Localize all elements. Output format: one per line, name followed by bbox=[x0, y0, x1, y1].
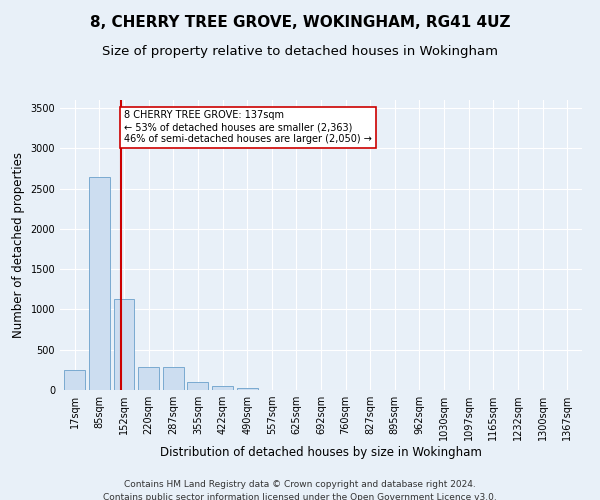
Text: Size of property relative to detached houses in Wokingham: Size of property relative to detached ho… bbox=[102, 45, 498, 58]
Text: 8 CHERRY TREE GROVE: 137sqm
← 53% of detached houses are smaller (2,363)
46% of : 8 CHERRY TREE GROVE: 137sqm ← 53% of det… bbox=[124, 110, 371, 144]
X-axis label: Distribution of detached houses by size in Wokingham: Distribution of detached houses by size … bbox=[160, 446, 482, 459]
Text: Contains public sector information licensed under the Open Government Licence v3: Contains public sector information licen… bbox=[103, 492, 497, 500]
Bar bbox=[187, 382, 208, 390]
Y-axis label: Number of detached properties: Number of detached properties bbox=[12, 152, 25, 338]
Bar bbox=[138, 368, 159, 390]
Bar bbox=[64, 370, 85, 390]
Bar bbox=[113, 299, 134, 390]
Bar bbox=[212, 386, 233, 390]
Bar bbox=[89, 176, 110, 390]
Bar bbox=[236, 388, 257, 390]
Text: 8, CHERRY TREE GROVE, WOKINGHAM, RG41 4UZ: 8, CHERRY TREE GROVE, WOKINGHAM, RG41 4U… bbox=[90, 15, 510, 30]
Text: Contains HM Land Registry data © Crown copyright and database right 2024.: Contains HM Land Registry data © Crown c… bbox=[124, 480, 476, 489]
Bar bbox=[163, 368, 184, 390]
